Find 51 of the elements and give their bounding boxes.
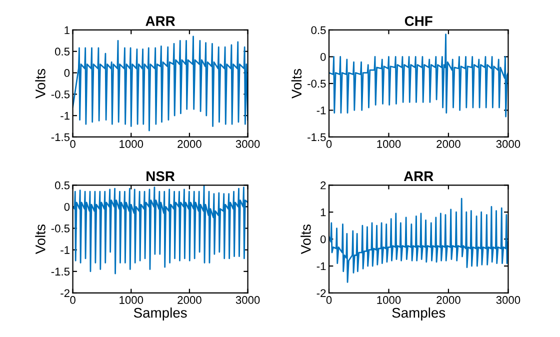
- y-tick-label: 0.5: [55, 48, 70, 56]
- y-tick-label: 0.5: [311, 26, 326, 34]
- y-tick-label: 2: [320, 181, 326, 190]
- y-tick-label: -2: [60, 289, 70, 298]
- line-series: [329, 198, 508, 283]
- x-tick-label: 0: [326, 140, 332, 148]
- x-tick-label: 2000: [436, 296, 460, 304]
- y-tick-label: 0: [320, 235, 326, 244]
- x-tick-label: 0: [70, 140, 76, 148]
- y-tick-label: -1.5: [308, 133, 326, 142]
- x-tick-label: 3000: [236, 296, 260, 304]
- y-axis-title: Volts: [35, 68, 46, 98]
- y-tick-label: 0: [64, 69, 70, 77]
- y-tick-label: -1.5: [51, 133, 70, 142]
- y-tick-label: -0.5: [51, 90, 70, 98]
- x-tick-label: 1000: [120, 140, 144, 148]
- line-series: [329, 34, 508, 118]
- x-tick-label: 1000: [377, 140, 401, 148]
- y-tick-label: -1: [316, 262, 326, 270]
- x-tick-label: 0: [70, 296, 76, 304]
- line-series: [72, 36, 248, 132]
- y-tick-label: 0: [64, 202, 70, 211]
- y-tick-label: -2: [316, 289, 326, 298]
- x-axis-title: Samples: [134, 308, 187, 320]
- x-tick-label: 1000: [120, 296, 144, 304]
- chart-title: NSR: [146, 171, 175, 182]
- chart-title: CHF: [404, 16, 432, 26]
- y-tick-label: 1: [64, 26, 70, 34]
- y-axis-title: Volts: [300, 224, 311, 254]
- x-tick-label: 2000: [178, 296, 202, 304]
- y-axis-title: Volts: [291, 68, 302, 98]
- y-tick-label: -1.5: [51, 268, 70, 276]
- x-tick-label: 2000: [436, 140, 460, 148]
- y-tick-label: 0.5: [55, 181, 70, 190]
- x-tick-label: 3000: [236, 140, 260, 148]
- x-tick-label: 0: [326, 296, 332, 304]
- x-axis-title: Samples: [392, 308, 446, 320]
- y-tick-label: -1: [316, 106, 326, 114]
- x-tick-label: 1000: [377, 296, 401, 304]
- chart-title: ARR: [404, 171, 434, 181]
- y-tick-label: -1: [60, 246, 70, 254]
- y-axis-title: Volts: [35, 224, 46, 254]
- chart-title: ARR: [146, 16, 176, 26]
- y-tick-label: -0.5: [51, 224, 70, 232]
- y-tick-label: 1: [320, 208, 326, 216]
- y-tick-label: -1: [60, 112, 70, 120]
- x-tick-label: 2000: [178, 140, 202, 148]
- y-tick-label: -0.5: [308, 80, 326, 88]
- x-tick-label: 3000: [496, 140, 520, 148]
- y-tick-label: 0: [320, 53, 326, 61]
- x-tick-label: 3000: [496, 296, 520, 304]
